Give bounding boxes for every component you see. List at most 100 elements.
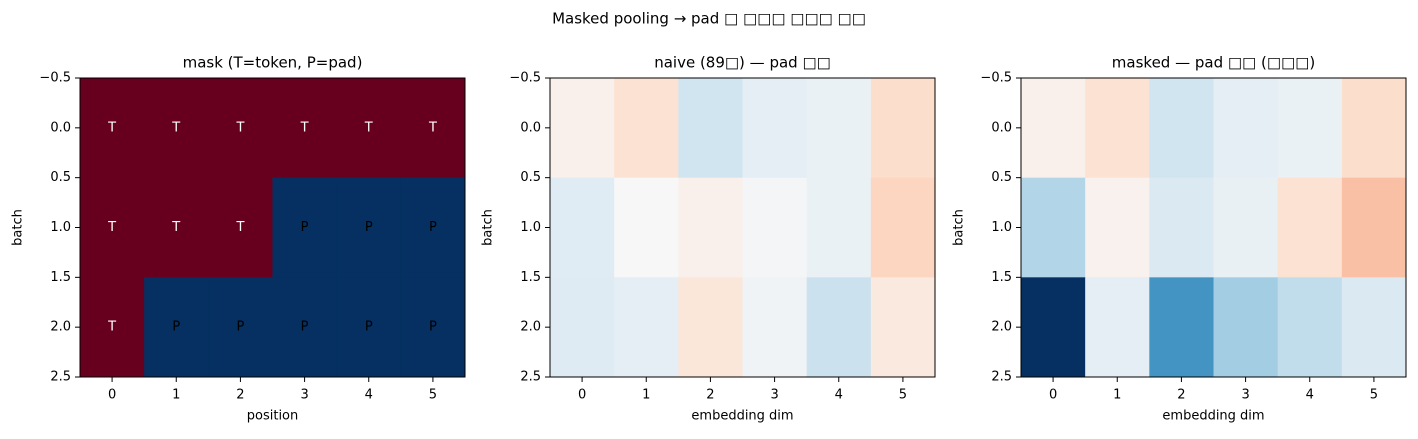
heatmap-cell xyxy=(614,177,679,278)
heatmap-cell xyxy=(614,277,679,378)
x-tick-label: 0 xyxy=(1049,388,1057,403)
heatmap-cell xyxy=(80,78,145,179)
heatmap-cell xyxy=(1149,177,1214,278)
cell-label: T xyxy=(107,320,116,335)
x-tick-label: 5 xyxy=(429,388,437,403)
heatmap-cell xyxy=(1021,177,1086,278)
heatmap-cell xyxy=(400,277,466,378)
y-tick-label: 0.0 xyxy=(50,120,71,135)
cell-label: P xyxy=(172,320,180,335)
heatmap-cell xyxy=(678,277,743,378)
x-tick-label: 0 xyxy=(108,388,116,403)
cell-label: P xyxy=(429,220,437,235)
y-tick-label: 1.5 xyxy=(50,270,71,285)
y-tick-label: 1.0 xyxy=(520,220,541,235)
heatmap-cell xyxy=(742,277,808,378)
heatmap-cell xyxy=(1149,277,1214,378)
x-tick-label: 2 xyxy=(236,388,244,403)
heatmap-cell xyxy=(208,78,273,179)
heatmap-cell xyxy=(336,277,402,378)
y-tick-label: 0.0 xyxy=(991,120,1012,135)
heatmap-cell xyxy=(400,78,466,179)
x-tick-label: 2 xyxy=(706,388,714,403)
heatmap-cell xyxy=(336,78,402,179)
y-tick-label: 2.5 xyxy=(50,370,71,385)
heatmap-cell xyxy=(1213,277,1279,378)
heatmap-cell xyxy=(550,78,615,179)
x-tick-label: 1 xyxy=(172,388,180,403)
x-tick-label: 4 xyxy=(365,388,373,403)
y-tick-label: 2.5 xyxy=(520,370,541,385)
cell-label: T xyxy=(235,120,244,135)
y-tick-label: 2.0 xyxy=(520,320,541,335)
heatmap-cell xyxy=(550,277,615,378)
x-axis-label: position xyxy=(247,409,299,424)
x-tick-label: 4 xyxy=(835,388,843,403)
cell-label: T xyxy=(107,220,116,235)
heatmap-cell xyxy=(1085,277,1150,378)
cell-label: P xyxy=(365,220,373,235)
heatmap-cell xyxy=(742,177,808,278)
heatmap-cell xyxy=(806,78,872,179)
x-axis-label: embedding dim xyxy=(691,409,793,424)
y-axis-label: batch xyxy=(952,209,967,246)
x-tick-label: 3 xyxy=(1241,388,1249,403)
y-tick-label: 1.0 xyxy=(991,220,1012,235)
heatmap-cell xyxy=(1277,177,1343,278)
x-tick-label: 2 xyxy=(1177,388,1185,403)
figure-title: Masked pooling → pad □ □□□ □□□ □□ xyxy=(552,10,866,28)
heatmap-cell xyxy=(1341,78,1407,179)
heatmap-cell xyxy=(1149,78,1214,179)
cell-label: T xyxy=(364,120,373,135)
heatmap-cell xyxy=(208,177,273,278)
y-tick-label: 1.0 xyxy=(50,220,71,235)
x-tick-label: 5 xyxy=(1370,388,1378,403)
y-tick-label: 2.0 xyxy=(50,320,71,335)
heatmap-cell xyxy=(1213,78,1279,179)
cell-label: T xyxy=(107,120,116,135)
heatmap-cell xyxy=(1213,177,1279,278)
x-tick-label: 1 xyxy=(642,388,650,403)
heatmap-cell xyxy=(144,277,209,378)
y-axis-label: batch xyxy=(481,209,496,246)
heatmap-cell xyxy=(336,177,402,278)
x-tick-label: 0 xyxy=(578,388,586,403)
heatmap-cell xyxy=(1085,78,1150,179)
cell-label: P xyxy=(236,320,244,335)
y-axis-label: batch xyxy=(11,209,26,246)
heatmap-cell xyxy=(742,78,808,179)
cell-label: P xyxy=(429,320,437,335)
heatmap-cell xyxy=(272,177,338,278)
y-tick-label: −0.5 xyxy=(39,71,71,86)
x-tick-label: 5 xyxy=(899,388,907,403)
heatmap-cell xyxy=(208,277,273,378)
heatmap-cell xyxy=(1277,78,1343,179)
y-tick-label: −0.5 xyxy=(980,71,1012,86)
y-tick-label: 1.5 xyxy=(991,270,1012,285)
heatmap-cell xyxy=(550,177,615,278)
heatmap-cell xyxy=(144,78,209,179)
y-tick-label: 2.5 xyxy=(991,370,1012,385)
cell-label: P xyxy=(301,220,309,235)
heatmap-cell xyxy=(1277,277,1343,378)
x-tick-label: 4 xyxy=(1306,388,1314,403)
y-tick-label: 1.5 xyxy=(520,270,541,285)
heatmap-cell xyxy=(1021,277,1086,378)
y-tick-label: −0.5 xyxy=(509,71,541,86)
cell-label: T xyxy=(171,220,180,235)
cell-label: T xyxy=(171,120,180,135)
heatmap-cell xyxy=(678,177,743,278)
y-tick-label: 0.0 xyxy=(520,120,541,135)
y-tick-label: 0.5 xyxy=(991,170,1012,185)
heatmap-cell xyxy=(678,78,743,179)
heatmap-cell xyxy=(1341,177,1407,278)
cell-label: P xyxy=(301,320,309,335)
x-tick-label: 3 xyxy=(770,388,778,403)
y-tick-label: 2.0 xyxy=(991,320,1012,335)
cell-label: T xyxy=(235,220,244,235)
cell-label: P xyxy=(365,320,373,335)
axes-title: masked — pad □□ (□□□) xyxy=(1112,54,1315,72)
heatmap-cell xyxy=(272,78,338,179)
x-tick-label: 3 xyxy=(300,388,308,403)
